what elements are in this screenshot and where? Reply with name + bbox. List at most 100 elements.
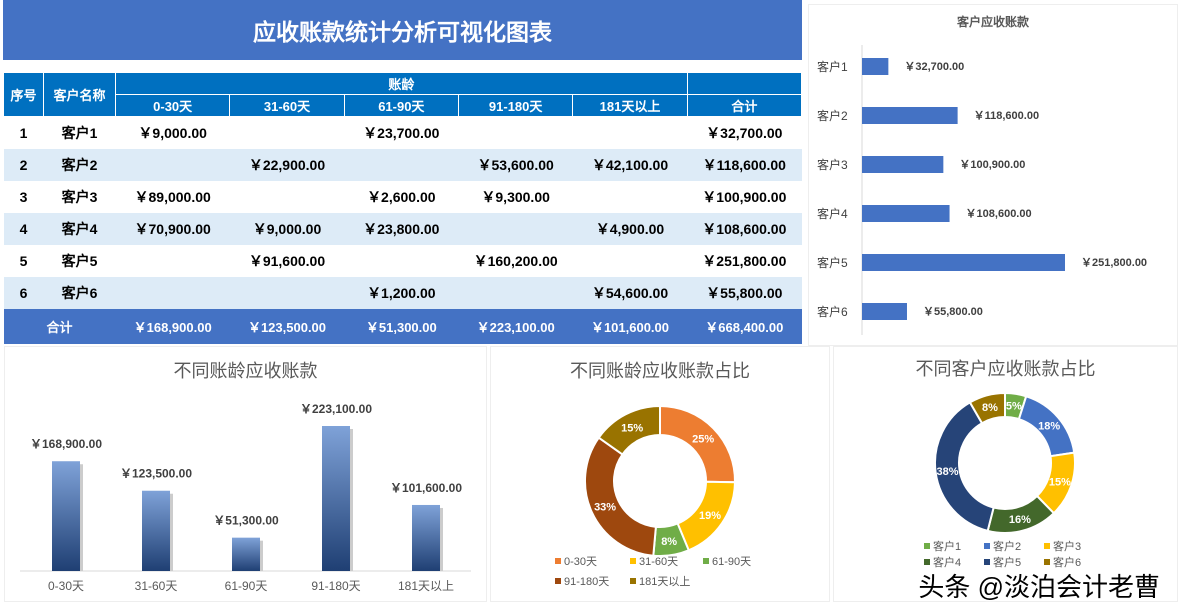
data-label: ￥100,900.00 <box>959 159 1025 171</box>
data-label: ￥223,100.00 <box>300 402 372 416</box>
header-bucket: 61-90天 <box>343 94 459 117</box>
header-bucket: 31-60天 <box>229 94 345 117</box>
aging-bar-chart: 不同账龄应收账款 ￥168,900.00 0-30天 ￥123,500.00 31-6… <box>4 346 487 602</box>
amount-cell: ￥2,600.00 <box>367 189 436 205</box>
bar <box>862 107 958 124</box>
legend-label: 客户3 <box>1053 539 1081 553</box>
legend-label: 61-90天 <box>712 556 751 568</box>
category-label: 客户1 <box>817 59 848 74</box>
slice-label: 33% <box>594 501 616 513</box>
category-label: 客户2 <box>817 108 848 123</box>
data-label: ￥55,800.00 <box>923 306 983 318</box>
amount-cell <box>230 117 344 150</box>
legend-label: 0-30天 <box>564 556 597 568</box>
donut-slice <box>597 404 661 456</box>
legend-swatch <box>630 558 636 564</box>
bar <box>862 58 889 75</box>
amount-cell <box>573 245 687 277</box>
amount-cell: ￥9,000.00 <box>138 125 207 141</box>
category-label: 客户4 <box>817 206 848 221</box>
amount-cell <box>229 277 345 309</box>
amount-cell <box>573 181 687 213</box>
slice-label: 18% <box>1038 420 1060 432</box>
legend-label: 客户2 <box>993 539 1021 553</box>
amount-cell <box>115 149 230 181</box>
slice-label: 8% <box>982 402 998 414</box>
category-label: 61-90天 <box>225 579 268 593</box>
slice-label: 19% <box>699 510 721 522</box>
bar <box>862 303 907 320</box>
data-label: ￥123,500.00 <box>120 467 192 481</box>
amount-cell <box>344 149 459 181</box>
amount-cell: ￥9,300.00 <box>481 189 550 205</box>
amount-cell: ￥23,800.00 <box>344 213 459 245</box>
row-index: 2 <box>3 149 44 181</box>
donut-slice <box>968 391 1006 425</box>
total-cell: ￥223,100.00 <box>458 309 573 344</box>
header-index: 序号 <box>3 72 44 117</box>
customer-bar-chart: 客户应收账款 客户1 ￥32,700.00 客户2 ￥118,600.00 客户3 ￥10… <box>808 4 1178 346</box>
customer-name: 客户6 <box>43 277 116 309</box>
page-title: 应收账款统计分析可视化图表 <box>3 0 802 60</box>
bar <box>862 254 1065 271</box>
data-label: ￥168,900.00 <box>30 437 102 451</box>
customer-name: 客户2 <box>43 149 116 181</box>
legend-label: 181天以上 <box>639 575 690 588</box>
slice-label: 15% <box>621 422 643 434</box>
chart-title: 客户应收账款 <box>956 15 1029 29</box>
data-label: ￥32,700.00 <box>904 61 964 73</box>
total-cell: ￥168,900.00 <box>115 309 230 344</box>
table-row: 3 客户3 ￥89,000.00 ￥2,600.00 ￥9,300.00 ￥100,900… <box>4 181 802 213</box>
total-label: 合计 <box>3 309 116 344</box>
header-bucket: 181天以上 <box>572 94 688 117</box>
total-row: 合计 ￥168,900.00 ￥123,500.00 ￥51,300.00 ￥223,1… <box>3 309 802 344</box>
amount-cell: ￥22,900.00 <box>229 149 345 181</box>
data-label: ￥101,600.00 <box>390 481 462 495</box>
legend-label: 31-60天 <box>639 556 678 568</box>
row-total: ￥32,700.00 <box>706 125 783 141</box>
bar <box>862 156 944 173</box>
legend-label: 客户6 <box>1053 555 1081 569</box>
customer-name: 客户1 <box>61 125 98 141</box>
data-label: ￥108,600.00 <box>966 208 1032 220</box>
amount-cell <box>458 117 572 150</box>
customer-name: 客户4 <box>43 213 116 245</box>
amount-cell <box>458 213 573 245</box>
row-total: ￥108,600.00 <box>687 213 802 245</box>
header-blank <box>686 72 803 95</box>
header-bucket: 0-30天 <box>114 94 231 117</box>
legend-label: 客户5 <box>993 555 1021 569</box>
total-cell: ￥123,500.00 <box>229 309 345 344</box>
table-row: 6 客户6 ￥1,200.00 ￥54,600.00 ￥55,800.00 <box>3 277 802 309</box>
amount-cell: ￥42,100.00 <box>572 149 688 181</box>
amount-cell: ￥89,000.00 <box>134 189 211 205</box>
watermark: 头条 @淡泊会计老曹 <box>918 572 1160 602</box>
row-index: 3 <box>19 189 28 205</box>
row-total: ￥251,800.00 <box>702 253 787 269</box>
slice-label: 8% <box>661 536 677 548</box>
legend-swatch <box>630 578 636 584</box>
chart-title: 不同客户应收账款占比 <box>915 359 1096 379</box>
row-index: 4 <box>3 213 44 245</box>
category-label: 客户3 <box>817 157 848 172</box>
category-label: 181天以上 <box>398 579 454 593</box>
amount-cell <box>573 117 687 150</box>
data-label: ￥118,600.00 <box>974 110 1039 122</box>
amount-cell <box>230 181 344 213</box>
row-index: 5 <box>19 253 28 269</box>
legend-label: 客户4 <box>933 555 961 569</box>
amount-cell: ￥1,200.00 <box>344 277 459 309</box>
legend-swatch <box>1044 559 1050 565</box>
slice-label: 15% <box>1049 477 1071 489</box>
bar <box>142 490 170 571</box>
total-cell: ￥51,300.00 <box>344 309 459 344</box>
slice-label: 16% <box>1009 514 1031 526</box>
amount-cell: ￥70,900.00 <box>115 213 230 245</box>
bar <box>862 205 950 222</box>
bar <box>322 426 350 571</box>
amount-cell <box>344 245 458 277</box>
bar <box>412 504 440 571</box>
category-label: 31-60天 <box>135 579 178 593</box>
slice-label: 5% <box>1006 401 1022 413</box>
row-total: ￥55,800.00 <box>687 277 802 309</box>
